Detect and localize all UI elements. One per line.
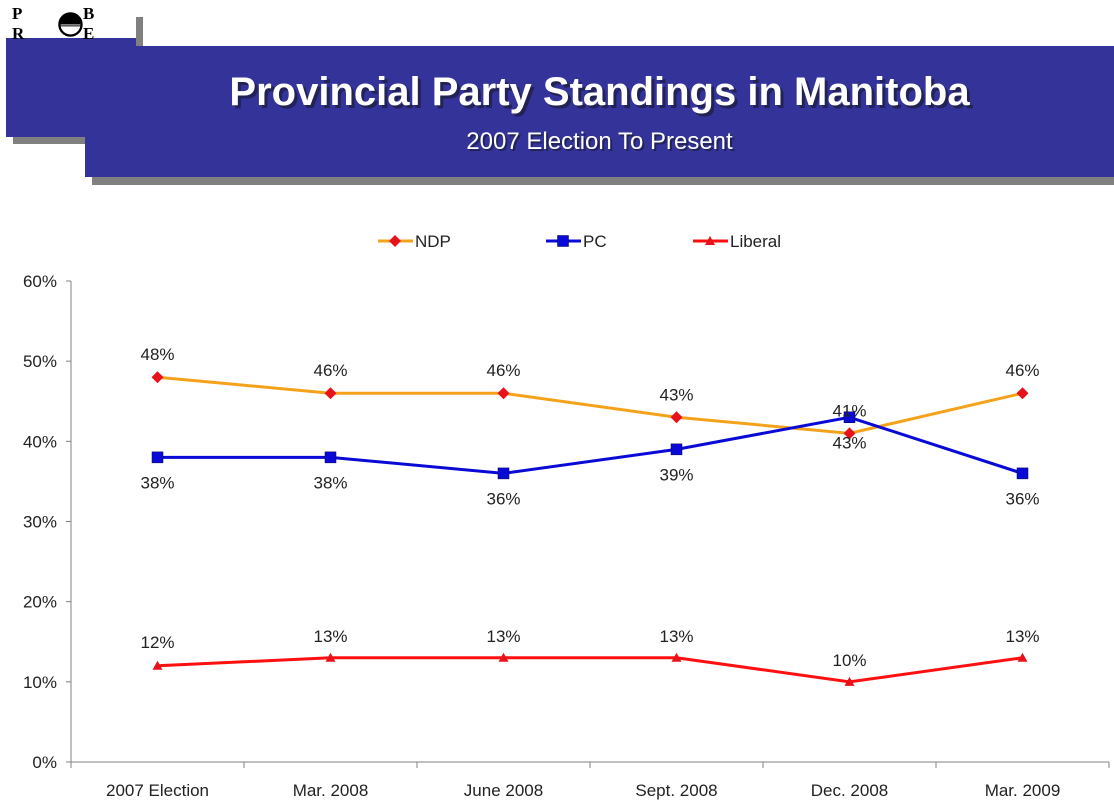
legend-label: Liberal — [730, 232, 781, 251]
series-line — [157, 656, 1023, 684]
x-tick-label: Mar. 2008 — [293, 781, 369, 800]
data-label: 38% — [313, 473, 347, 492]
data-point — [151, 371, 164, 384]
x-tick-label: Sept. 2008 — [635, 781, 717, 800]
page-title: Provincial Party Standings in Manitoba — [229, 70, 970, 114]
y-tick-label: 50% — [23, 352, 57, 371]
x-tick-label: 2007 Election — [106, 781, 209, 800]
legend-label: NDP — [415, 232, 451, 251]
data-label: 13% — [313, 627, 347, 646]
legend-label: PC — [583, 232, 607, 251]
data-point — [1016, 387, 1029, 400]
series-line — [157, 415, 1023, 475]
y-tick-label: 0% — [32, 753, 57, 772]
data-label: 10% — [832, 651, 866, 670]
data-point — [151, 451, 164, 464]
x-tick-label: June 2008 — [464, 781, 543, 800]
data-point — [324, 387, 337, 400]
data-label: 13% — [1005, 627, 1039, 646]
line-chart: NDP PC Liberal 0% 10% 20% 30% 40% 50% 60% 2007 El… — [23, 232, 1110, 800]
y-tick-label: 60% — [23, 272, 57, 291]
data-label: 48% — [140, 345, 174, 364]
data-label: 38% — [140, 473, 174, 492]
data-label: 46% — [313, 361, 347, 380]
data-point — [1016, 467, 1029, 480]
data-point — [844, 676, 855, 686]
logo-text-right: B E — [83, 4, 103, 43]
legend-marker — [389, 235, 401, 247]
logo-text-left: P R — [12, 4, 33, 43]
chart-plot: 48% 46% 46% 43% 43% 46% 38% 38% 36% 39% 41% 36% 12% 1… — [140, 345, 1040, 686]
data-point — [1017, 652, 1028, 662]
data-label: 12% — [140, 633, 174, 652]
data-point — [497, 467, 510, 480]
data-point — [843, 427, 856, 440]
x-tick-label: Mar. 2009 — [985, 781, 1061, 800]
logo-band: P R B E — [6, 4, 136, 43]
data-label: 43% — [659, 385, 693, 404]
data-point — [497, 387, 510, 400]
data-point — [325, 652, 336, 662]
logo-circle-icon — [58, 11, 83, 37]
y-tick-label: 10% — [23, 673, 57, 692]
data-label: 41% — [832, 401, 866, 420]
data-label: 46% — [486, 361, 520, 380]
data-point — [324, 451, 337, 464]
title-banner: Provincial Party Standings in Manitoba 2… — [85, 46, 1114, 177]
data-label: 39% — [659, 465, 693, 484]
chart-axes: 0% 10% 20% 30% 40% 50% 60% 2007 Election Mar. 20… — [23, 272, 1110, 800]
y-tick-label: 30% — [23, 513, 57, 532]
data-point — [670, 411, 683, 424]
data-label: 46% — [1005, 361, 1039, 380]
data-label: 36% — [1005, 489, 1039, 508]
series-line — [157, 375, 1023, 435]
y-tick-label: 20% — [23, 593, 57, 612]
data-point — [843, 411, 856, 424]
y-tick-label: 40% — [23, 432, 57, 451]
data-point — [670, 443, 683, 456]
page-subtitle: 2007 Election To Present — [466, 128, 733, 155]
data-label: 13% — [659, 627, 693, 646]
data-point — [671, 652, 682, 662]
data-point — [152, 660, 163, 670]
chart-legend: NDP PC Liberal — [378, 232, 781, 251]
x-tick-label: Dec. 2008 — [811, 781, 889, 800]
data-label: 43% — [832, 433, 866, 452]
data-label: 13% — [486, 627, 520, 646]
legend-marker — [705, 236, 715, 245]
data-label: 36% — [486, 489, 520, 508]
legend-marker — [557, 235, 569, 247]
data-point — [498, 652, 509, 662]
